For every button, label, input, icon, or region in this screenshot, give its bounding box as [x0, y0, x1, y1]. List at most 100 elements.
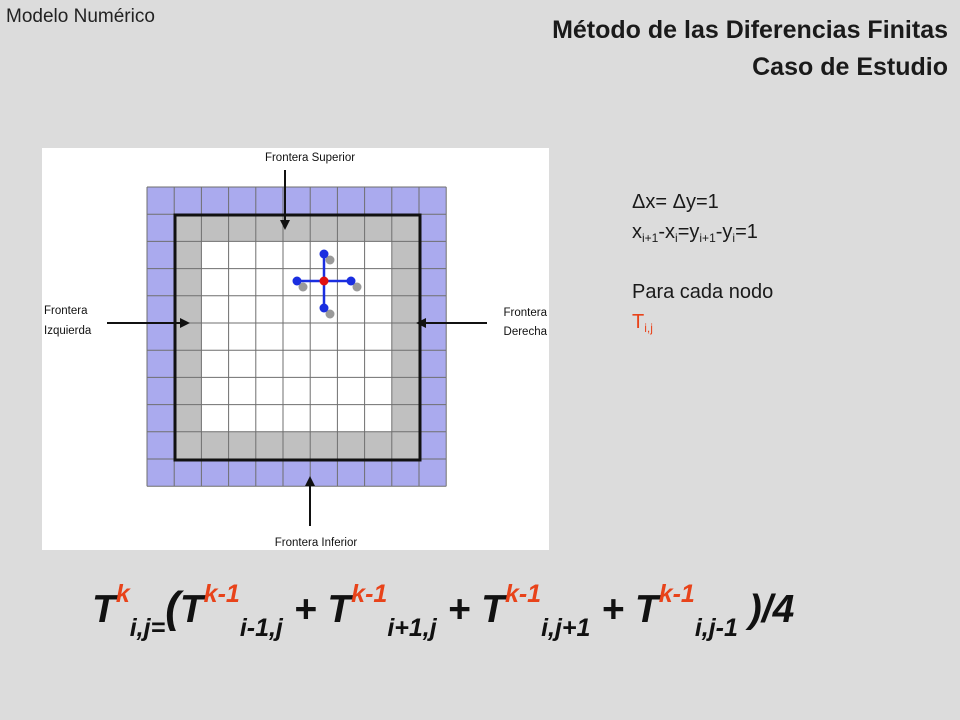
interior-cell — [337, 404, 365, 432]
boundary-cell — [391, 214, 419, 242]
outer-cell — [228, 459, 256, 487]
boundary-cell — [201, 431, 229, 459]
outer-cell — [337, 187, 365, 215]
interior-cell — [255, 323, 283, 351]
boundary-cell — [255, 431, 283, 459]
interior-cell — [228, 350, 256, 378]
info-spacing: xi+1-xi=yi+1-yi=1 — [632, 221, 758, 245]
outer-cell — [419, 214, 447, 242]
interior-cell — [283, 323, 311, 351]
interior-cell — [310, 404, 338, 432]
label-frontera-derecha-2: Derecha — [504, 326, 548, 338]
outer-cell — [419, 431, 447, 459]
interior-cell — [364, 377, 392, 405]
boundary-cell — [364, 431, 392, 459]
boundary-cell — [337, 431, 365, 459]
boundary-cell — [255, 214, 283, 242]
stencil-shadow-node — [325, 309, 335, 319]
interior-cell — [364, 295, 392, 323]
info-para-cada-nodo: Para cada nodo — [632, 281, 774, 303]
outer-cell — [147, 241, 175, 269]
outer-cell — [364, 187, 392, 215]
interior-cell — [337, 377, 365, 405]
interior-cell — [310, 377, 338, 405]
interior-cell — [255, 268, 283, 296]
boundary-cell — [174, 404, 202, 432]
interior-cell — [283, 241, 311, 269]
boundary-cell — [174, 350, 202, 378]
finite-difference-equation: Tki,j=(Tk-1i-1,j + Tk-1i+1,j + Tk-1i,j+1… — [92, 580, 795, 642]
outer-cell — [147, 187, 175, 215]
label-frontera-derecha-1: Frontera — [504, 307, 548, 319]
boundary-cell — [391, 350, 419, 378]
outer-cell — [147, 459, 175, 487]
interior-cell — [255, 350, 283, 378]
interior-cell — [364, 268, 392, 296]
interior-cell — [201, 241, 229, 269]
outer-cell — [174, 187, 202, 215]
interior-cell — [201, 323, 229, 351]
interior-cell — [201, 377, 229, 405]
interior-cell — [228, 268, 256, 296]
outer-cell — [147, 377, 175, 405]
label-frontera-inferior: Frontera Inferior — [275, 537, 358, 549]
outer-cell — [147, 350, 175, 378]
boundary-cell — [391, 241, 419, 269]
interior-cell — [228, 404, 256, 432]
interior-cell — [201, 350, 229, 378]
outer-cell — [201, 187, 229, 215]
boundary-cell — [174, 268, 202, 296]
boundary-cell — [391, 377, 419, 405]
boundary-cell — [201, 214, 229, 242]
stencil-neighbor-node — [319, 249, 329, 259]
corner-label: Modelo Numérico — [6, 6, 155, 27]
interior-cell — [283, 377, 311, 405]
boundary-cell — [174, 214, 202, 242]
outer-cell — [419, 459, 447, 487]
boundary-cell — [391, 268, 419, 296]
stencil-shadow-node — [298, 282, 308, 292]
grid-diagram-svg: Frontera Superior Frontera Izquierda Fro… — [44, 152, 548, 549]
interior-cell — [364, 350, 392, 378]
boundary-cell — [283, 214, 311, 242]
outer-cell — [419, 187, 447, 215]
outer-cell — [364, 459, 392, 487]
label-frontera-izquierda-2: Izquierda — [44, 325, 92, 337]
interior-cell — [201, 268, 229, 296]
inner-boundary-border — [173, 213, 422, 462]
interior-cell — [364, 241, 392, 269]
interior-cell — [228, 323, 256, 351]
outer-cell — [419, 268, 447, 296]
interior-cell — [337, 241, 365, 269]
boundary-cell — [174, 241, 202, 269]
outer-cell — [147, 295, 175, 323]
outer-cell — [419, 323, 447, 351]
boundary-cell — [228, 431, 256, 459]
boundary-cell — [391, 295, 419, 323]
outer-cell — [201, 459, 229, 487]
outer-cell — [147, 323, 175, 351]
interior-cell — [228, 295, 256, 323]
outer-cell — [147, 214, 175, 242]
boundary-cell — [228, 214, 256, 242]
interior-cell — [364, 323, 392, 351]
label-frontera-superior: Frontera Superior — [265, 152, 355, 164]
boundary-cell — [283, 431, 311, 459]
label-frontera-izquierda-1: Frontera — [44, 305, 88, 317]
stencil-shadow-node — [325, 255, 335, 265]
stencil-shadow-node — [352, 282, 362, 292]
boundary-cell — [174, 377, 202, 405]
title-line-1: Método de las Diferencias Finitas — [552, 16, 948, 44]
info-block: Δx= Δy=1 xi+1-xi=yi+1-yi=1 Para cada nod… — [632, 187, 773, 337]
boundary-cell — [310, 214, 338, 242]
interior-cell — [337, 295, 365, 323]
interior-cell — [337, 323, 365, 351]
outer-cell — [147, 404, 175, 432]
boundary-cell — [391, 431, 419, 459]
outer-cell — [255, 459, 283, 487]
interior-cell — [228, 377, 256, 405]
grid-diagram: Frontera Superior Frontera Izquierda Fro… — [42, 148, 549, 550]
outer-cell — [419, 295, 447, 323]
interior-cell — [255, 377, 283, 405]
stencil-neighbor-node — [319, 303, 329, 313]
